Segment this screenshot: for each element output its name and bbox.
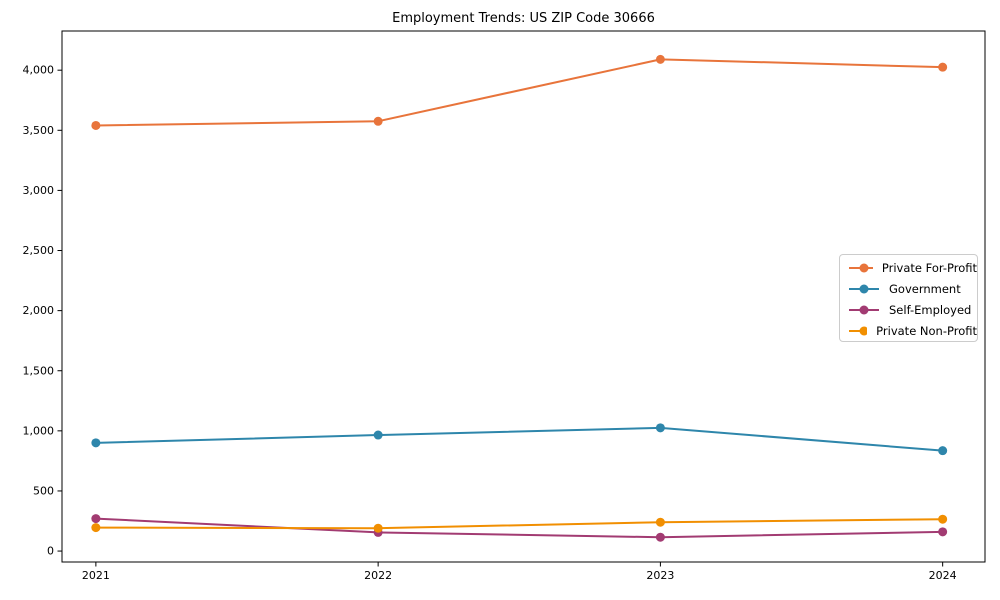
y-tick-label: 4,000 <box>23 64 55 77</box>
axis-ticks: 0 500 1,000 1,500 2,000 2,500 3,000 3,500 4,000 2… <box>23 64 957 582</box>
legend-entry-private-for-profit: Private For-Profit <box>848 258 977 278</box>
x-tick-label: 2023 <box>646 569 674 582</box>
data-point <box>938 446 948 456</box>
y-tick-label: 2,500 <box>23 244 55 257</box>
data-point <box>373 523 383 533</box>
x-tick-label: 2022 <box>364 569 392 582</box>
legend-label: Private For-Profit <box>881 261 977 276</box>
data-point <box>373 430 383 440</box>
legend-entry-self-employed: Self-Employed <box>848 300 977 320</box>
data-point <box>655 532 665 542</box>
data-point <box>373 116 383 126</box>
series-line-government <box>95 426 943 452</box>
data-point <box>91 514 101 524</box>
y-tick-label: 500 <box>33 484 54 497</box>
y-tick-label: 0 <box>47 545 54 558</box>
chart-title: Employment Trends: US ZIP Code 30666 <box>392 11 655 26</box>
legend: Private For-Profit Government Self-Employe… <box>839 254 978 342</box>
x-tick-label: 2024 <box>929 569 957 582</box>
series-lines <box>91 54 948 542</box>
legend-entry-government: Government <box>848 279 977 299</box>
legend-swatch-icon <box>849 326 868 336</box>
y-tick-label: 1,000 <box>23 424 55 437</box>
y-tick-label: 3,000 <box>23 184 55 197</box>
series-line-private-for-profit <box>95 58 943 127</box>
y-tick-label: 3,500 <box>23 124 55 137</box>
plot-border <box>61 30 986 563</box>
legend-swatch-icon <box>849 284 879 294</box>
legend-label: Private Non-Profit <box>876 323 977 338</box>
data-point <box>91 523 101 533</box>
legend-entry-private-non-profit: Private Non-Profit <box>848 321 977 341</box>
data-point <box>938 514 948 524</box>
series-line-self-employed <box>95 517 943 539</box>
y-tick-label: 1,500 <box>23 364 55 377</box>
y-tick-label: 2,000 <box>23 304 55 317</box>
legend-label: Self-Employed <box>889 302 972 317</box>
data-point <box>655 517 665 527</box>
series-line-private-non-profit <box>95 518 943 530</box>
plot-frame <box>61 30 986 563</box>
x-tick-label: 2021 <box>82 569 110 582</box>
legend-swatch-icon <box>849 263 873 273</box>
legend-label: Government <box>889 282 961 297</box>
data-point <box>938 62 948 72</box>
data-point <box>938 527 948 537</box>
data-point <box>655 423 665 433</box>
data-point <box>91 120 101 130</box>
legend-swatch-icon <box>849 305 879 315</box>
data-point <box>91 438 101 448</box>
data-point <box>655 54 665 64</box>
